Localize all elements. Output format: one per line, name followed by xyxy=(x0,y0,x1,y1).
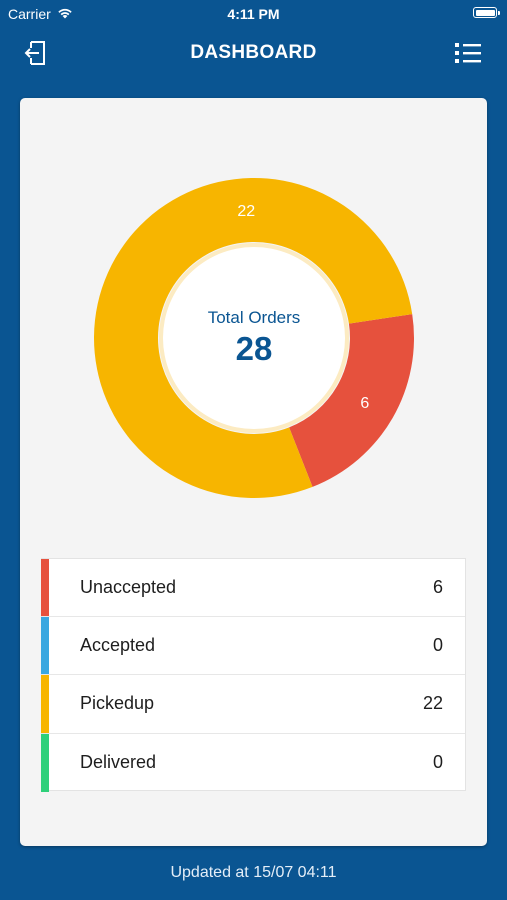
legend-value: 22 xyxy=(422,693,443,714)
center-value: 28 xyxy=(236,330,273,367)
legend-label: Accepted xyxy=(80,635,156,656)
legend-value: 0 xyxy=(432,752,443,773)
legend-row-accepted[interactable]: Accepted 0 xyxy=(41,617,465,676)
legend-value: 6 xyxy=(432,577,443,598)
carrier-label: Carrier xyxy=(8,6,51,22)
updated-timestamp: Updated at 15/07 04:11 xyxy=(170,864,337,881)
donut-value-label: 6 xyxy=(360,395,369,412)
legend-row-delivered[interactable]: Delivered 0 xyxy=(41,733,465,792)
status-time: 4:11 PM xyxy=(227,6,280,22)
status-bar: Carrier 4:11 PM xyxy=(0,0,507,28)
logout-icon[interactable] xyxy=(22,38,54,68)
legend-row-pickedup[interactable]: Pickedup 22 xyxy=(41,675,465,734)
donut-slice-unaccepted xyxy=(289,314,414,487)
orders-donut-chart: Total Orders 28 6 22 xyxy=(94,178,414,498)
dashboard-card: Total Orders 28 6 22 Unaccepted 6 Accepte… xyxy=(20,98,487,846)
legend-color-bar xyxy=(41,733,49,792)
page-title: DASHBOARD xyxy=(190,42,317,63)
wifi-icon xyxy=(57,6,73,22)
donut-center xyxy=(163,247,345,429)
donut-slice-pickedup xyxy=(94,178,413,498)
nav-bar: DASHBOARD xyxy=(0,28,507,78)
legend-row-unaccepted[interactable]: Unaccepted 6 xyxy=(41,559,465,618)
legend-color-bar xyxy=(41,675,49,733)
legend-color-bar xyxy=(41,559,49,617)
status-legend: Unaccepted 6 Accepted 0 Pickedup 22 Deli… xyxy=(41,558,466,792)
battery-icon xyxy=(473,7,500,18)
legend-label: Delivered xyxy=(80,752,157,773)
legend-label: Unaccepted xyxy=(80,577,177,598)
legend-value: 0 xyxy=(432,635,443,656)
legend-label: Pickedup xyxy=(80,693,155,714)
donut-value-label: 22 xyxy=(237,203,255,220)
legend-color-bar xyxy=(41,617,49,675)
center-label: Total Orders xyxy=(208,308,301,327)
list-menu-icon[interactable] xyxy=(453,38,485,68)
